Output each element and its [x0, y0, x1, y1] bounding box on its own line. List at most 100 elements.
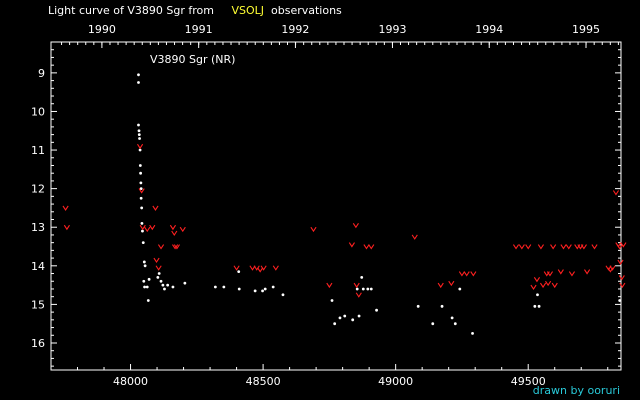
- observation-point: [453, 322, 457, 326]
- fainter-than-mark: [616, 244, 623, 250]
- fainter-than-mark: [557, 269, 564, 275]
- y-tick-label: 12: [31, 183, 45, 196]
- observation-point: [159, 279, 163, 283]
- x-tick-label: 48000: [113, 375, 148, 388]
- fainter-than-mark: [172, 244, 179, 250]
- observation-point: [156, 275, 160, 279]
- observation-point: [366, 287, 370, 291]
- observation-point: [333, 322, 337, 326]
- observation-point: [183, 281, 187, 285]
- observation-point: [375, 308, 378, 312]
- fainter-than-mark: [618, 275, 625, 281]
- fainter-than-mark: [352, 222, 359, 229]
- x-tick-label: 48500: [246, 375, 281, 388]
- fainter-than-mark: [257, 267, 264, 273]
- y-tick-label: 15: [31, 298, 45, 311]
- observation-point: [357, 314, 361, 318]
- fainter-than-mark: [609, 265, 616, 271]
- fainter-than-mark: [155, 265, 162, 271]
- year-tick-label: 1992: [281, 23, 309, 36]
- fainter-than-mark: [137, 143, 144, 150]
- observation-point: [338, 316, 342, 320]
- observation-point: [537, 304, 541, 308]
- observation-point: [237, 270, 241, 273]
- observation-point: [263, 287, 267, 291]
- observation-point: [536, 293, 539, 297]
- observation-point: [450, 316, 454, 320]
- observation-point: [140, 221, 144, 225]
- fainter-than-mark: [591, 244, 598, 250]
- x-tick-label: 49500: [511, 375, 546, 388]
- fainter-than-mark: [512, 244, 520, 250]
- observation-point: [139, 187, 143, 191]
- observation-point: [137, 73, 140, 77]
- fainter-than-mark: [545, 280, 552, 287]
- axis-ticks: [50, 42, 621, 370]
- observation-point: [343, 314, 347, 318]
- observation-point: [138, 164, 142, 167]
- fainter-than-mark: [620, 242, 627, 248]
- fainter-than-mark: [169, 224, 177, 231]
- fainter-than-mark: [530, 284, 537, 291]
- fainter-than-mark: [368, 244, 375, 250]
- title-suffix: observations: [271, 4, 342, 17]
- x-tick-label: 49000: [378, 375, 413, 388]
- y-tick-label: 13: [31, 221, 45, 234]
- observation-point: [440, 304, 444, 308]
- observation-point: [355, 287, 359, 291]
- observation-point: [137, 123, 140, 127]
- fainter-than-mark: [171, 230, 178, 237]
- fainter-than-mark: [233, 265, 240, 271]
- observation-point: [163, 287, 166, 291]
- fainter-than-mark: [326, 282, 333, 289]
- credit-text: drawn by ooruri: [532, 384, 620, 397]
- plot-frame: [50, 41, 622, 371]
- title-highlight: VSOLJ: [231, 4, 264, 17]
- observation-point: [139, 171, 143, 175]
- fainter-than-mark: [138, 188, 145, 194]
- fainter-than-mark: [173, 244, 180, 250]
- fainter-than-mark: [525, 244, 532, 250]
- chart-title: Light curve of V3890 Sgr from VSOLJ obse…: [48, 4, 342, 17]
- observation-point: [237, 287, 241, 291]
- fainter-than-mark: [355, 292, 362, 298]
- fainter-than-mark: [179, 226, 186, 233]
- year-tick-label: 1993: [378, 23, 406, 36]
- observation-point: [139, 181, 143, 185]
- observation-point: [141, 241, 145, 245]
- observation-point: [281, 293, 285, 297]
- fainter-than-mark: [249, 265, 256, 271]
- year-tick-label: 1990: [88, 23, 116, 36]
- observation-point: [145, 285, 149, 289]
- data-marks: [62, 73, 627, 335]
- fainter-than-mark: [139, 224, 146, 231]
- fainter-than-mark: [580, 244, 587, 250]
- y-tick-label: 14: [31, 260, 45, 273]
- observation-point: [351, 318, 355, 322]
- observation-point: [142, 260, 146, 264]
- fainter-than-mark: [153, 257, 160, 264]
- fainter-than-mark: [617, 259, 624, 265]
- observation-point: [261, 289, 264, 293]
- observation-point: [161, 283, 165, 287]
- y-tick-label: 16: [31, 337, 45, 350]
- observation-point: [171, 285, 175, 289]
- fainter-than-mark: [537, 244, 544, 250]
- fainter-than-mark: [152, 205, 159, 211]
- observation-point: [157, 272, 161, 275]
- observation-point: [222, 285, 226, 289]
- observation-point: [533, 304, 537, 308]
- fainter-than-mark: [568, 271, 576, 277]
- observation-point: [166, 283, 170, 287]
- fainter-than-mark: [353, 282, 360, 289]
- observation-point: [143, 285, 146, 289]
- fainter-than-mark: [560, 244, 567, 250]
- fainter-than-mark: [144, 226, 151, 233]
- observation-point: [416, 304, 420, 308]
- fainter-than-mark: [62, 205, 69, 211]
- observation-point: [137, 81, 140, 84]
- fainter-than-mark: [551, 282, 558, 289]
- fainter-than-mark: [272, 265, 279, 271]
- year-tick-label: 1991: [185, 23, 213, 36]
